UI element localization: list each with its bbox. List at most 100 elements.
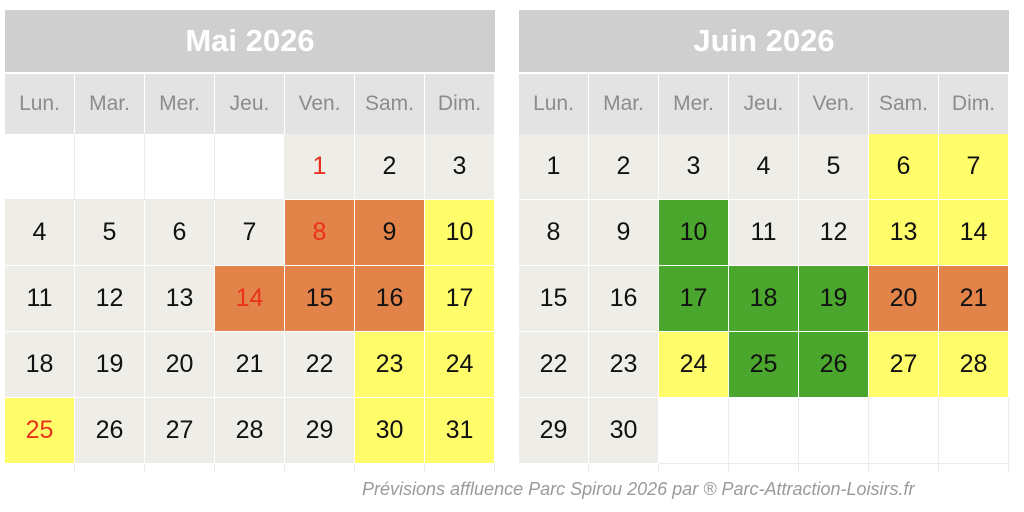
weekday-label: Mer.	[659, 74, 729, 134]
day-cell: 30	[355, 398, 425, 464]
day-cell: 23	[355, 332, 425, 398]
day-cell: 15	[285, 266, 355, 332]
day-cell: 6	[869, 134, 939, 200]
grid-tail	[939, 464, 1009, 472]
weekday-label: Jeu.	[215, 74, 285, 134]
empty-cell	[869, 398, 939, 464]
day-cell: 13	[145, 266, 215, 332]
weekday-label: Mar.	[75, 74, 145, 134]
empty-cell	[799, 398, 869, 464]
day-cell: 3	[659, 134, 729, 200]
day-cell: 4	[729, 134, 799, 200]
source-caption: Prévisions affluence Parc Spirou 2026 pa…	[362, 479, 915, 499]
weekday-label: Dim.	[939, 74, 1009, 134]
grid-tail	[425, 464, 495, 472]
day-cell: 5	[799, 134, 869, 200]
day-cell: 15	[519, 266, 589, 332]
empty-cell	[729, 398, 799, 464]
day-cell: 1	[519, 134, 589, 200]
day-cell: 7	[939, 134, 1009, 200]
grid-tail	[799, 464, 869, 472]
weekday-label: Sam.	[869, 74, 939, 134]
day-cell: 22	[285, 332, 355, 398]
calendar-june: Juin 2026 Lun. Mar. Mer. Jeu. Ven. Sam. …	[519, 10, 1009, 472]
grid-tail	[215, 464, 285, 472]
day-cell: 3	[425, 134, 495, 200]
weekday-label: Mer.	[145, 74, 215, 134]
weekday-label: Ven.	[285, 74, 355, 134]
day-cell: 5	[75, 200, 145, 266]
day-cell: 13	[869, 200, 939, 266]
weekday-label: Lun.	[519, 74, 589, 134]
day-cell: 17	[659, 266, 729, 332]
day-cell: 16	[589, 266, 659, 332]
grid-tail	[285, 464, 355, 472]
day-cell: 11	[5, 266, 75, 332]
day-cell: 19	[75, 332, 145, 398]
weekday-header-row: Lun. Mar. Mer. Jeu. Ven. Sam. Dim.	[519, 72, 1009, 134]
empty-cell	[939, 398, 1009, 464]
day-cell: 29	[285, 398, 355, 464]
day-cell: 11	[729, 200, 799, 266]
day-cell: 31	[425, 398, 495, 464]
empty-cell	[215, 134, 285, 200]
day-cell: 9	[355, 200, 425, 266]
day-cell: 14	[939, 200, 1009, 266]
day-cell: 26	[799, 332, 869, 398]
month-title: Juin 2026	[519, 10, 1009, 72]
grid-tail	[5, 464, 75, 472]
day-cell: 28	[215, 398, 285, 464]
day-cell: 21	[939, 266, 1009, 332]
grid-tail	[145, 464, 215, 472]
day-cell: 18	[729, 266, 799, 332]
grid-tail	[519, 464, 589, 472]
day-cell: 4	[5, 200, 75, 266]
day-cell: 20	[869, 266, 939, 332]
day-cell: 2	[589, 134, 659, 200]
grid-tail	[355, 464, 425, 472]
weekday-label: Jeu.	[729, 74, 799, 134]
empty-cell	[75, 134, 145, 200]
weekday-label: Dim.	[425, 74, 495, 134]
day-cell: 27	[145, 398, 215, 464]
weekday-label: Lun.	[5, 74, 75, 134]
weekday-label: Sam.	[355, 74, 425, 134]
month-title: Mai 2026	[5, 10, 495, 72]
day-cell: 29	[519, 398, 589, 464]
day-cell: 12	[75, 266, 145, 332]
day-cell: 30	[589, 398, 659, 464]
day-cell: 7	[215, 200, 285, 266]
calendar-may: Mai 2026 Lun. Mar. Mer. Jeu. Ven. Sam. D…	[5, 10, 495, 472]
day-cell: 24	[659, 332, 729, 398]
empty-cell	[659, 398, 729, 464]
grid-tail	[869, 464, 939, 472]
weekday-header-row: Lun. Mar. Mer. Jeu. Ven. Sam. Dim.	[5, 72, 495, 134]
day-cell: 17	[425, 266, 495, 332]
weekday-label: Mar.	[589, 74, 659, 134]
grid-tail	[659, 464, 729, 472]
day-cell: 27	[869, 332, 939, 398]
weekday-label: Ven.	[799, 74, 869, 134]
empty-cell	[145, 134, 215, 200]
day-cell: 21	[215, 332, 285, 398]
day-cell: 26	[75, 398, 145, 464]
day-cell: 8	[519, 200, 589, 266]
day-cell: 22	[519, 332, 589, 398]
empty-cell	[5, 134, 75, 200]
day-cell: 28	[939, 332, 1009, 398]
day-cell: 25	[5, 398, 75, 464]
day-cell: 1	[285, 134, 355, 200]
day-cell: 12	[799, 200, 869, 266]
day-cell: 8	[285, 200, 355, 266]
day-cell: 14	[215, 266, 285, 332]
grid-tail	[589, 464, 659, 472]
day-cell: 25	[729, 332, 799, 398]
day-cell: 19	[799, 266, 869, 332]
day-cell: 23	[589, 332, 659, 398]
day-cell: 16	[355, 266, 425, 332]
grid-tail	[75, 464, 145, 472]
day-cell: 2	[355, 134, 425, 200]
days-grid: 1 2 3 4 5 6 7 8 9 10 11 12 13 14 15 16 17 18 19 20 21 22 23 24 2…	[519, 134, 1009, 472]
day-cell: 10	[425, 200, 495, 266]
day-cell: 10	[659, 200, 729, 266]
